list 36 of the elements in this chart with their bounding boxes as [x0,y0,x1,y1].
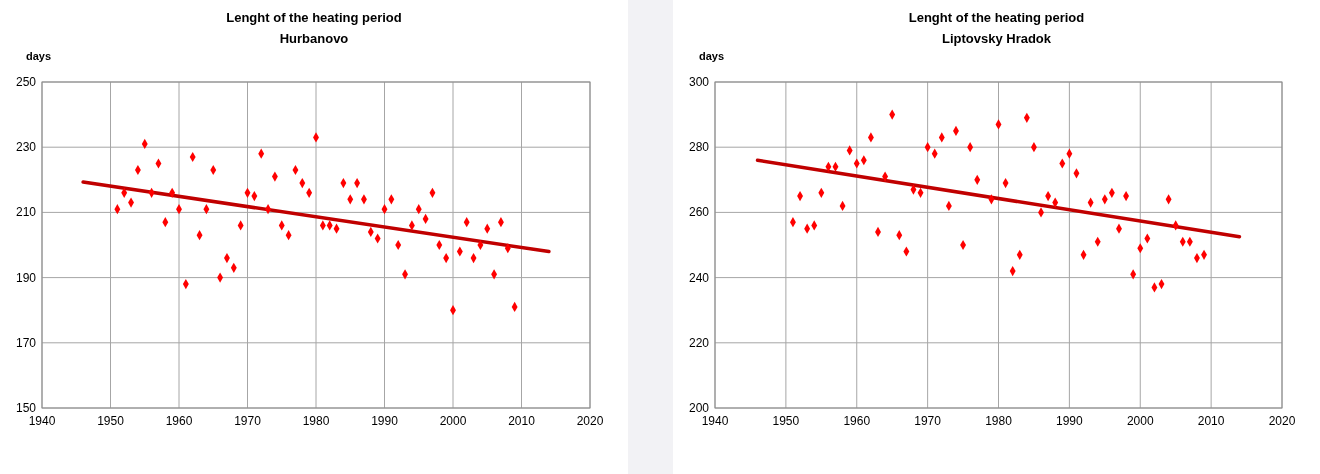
chart-subtitle: Liptovsky Hradok [941,31,1052,46]
y-tick-label: 260 [688,205,710,220]
x-tick-label: 1970 [234,414,262,428]
x-tick-label: 1970 [914,414,942,428]
x-tick-label: 2010 [508,414,536,428]
x-tick-label: 1940 [28,414,56,428]
x-tick-label: 2020 [576,414,604,428]
y-tick-label: 150 [15,401,37,415]
y-tick-label: 190 [15,270,37,285]
x-tick-label: 2020 [1268,414,1296,428]
x-tick-label: 1990 [371,414,399,428]
x-tick-label: 1990 [1056,414,1084,428]
y-tick-label: 200 [688,401,710,415]
x-tick-label: 2000 [439,414,467,428]
x-tick-label: 1960 [165,414,193,428]
x-tick-label: 1940 [701,414,729,428]
y-tick-label: 220 [688,335,710,350]
x-tick-label: 2010 [1197,414,1225,428]
x-tick-label: 1980 [302,414,330,428]
chart-title: Lenght of the heating period [226,10,402,25]
chart-title: Lenght of the heating period [908,10,1085,25]
x-tick-label: 1980 [985,414,1013,428]
x-tick-label: 1950 [772,414,800,428]
y-tick-label: 250 [15,75,37,89]
y-tick-label: 300 [688,75,710,89]
y-tick-label: 230 [15,140,37,155]
y-tick-label: 280 [688,140,710,155]
x-tick-label: 1950 [97,414,125,428]
y-axis-title: days [26,50,52,62]
y-tick-label: 210 [15,205,37,220]
chart-subtitle: Hurbanovo [279,31,349,46]
y-tick-label: 170 [15,335,37,350]
x-tick-label: 1960 [843,414,871,428]
y-axis-title: days [699,50,725,62]
x-tick-label: 2000 [1126,414,1154,428]
y-tick-label: 240 [688,270,710,285]
